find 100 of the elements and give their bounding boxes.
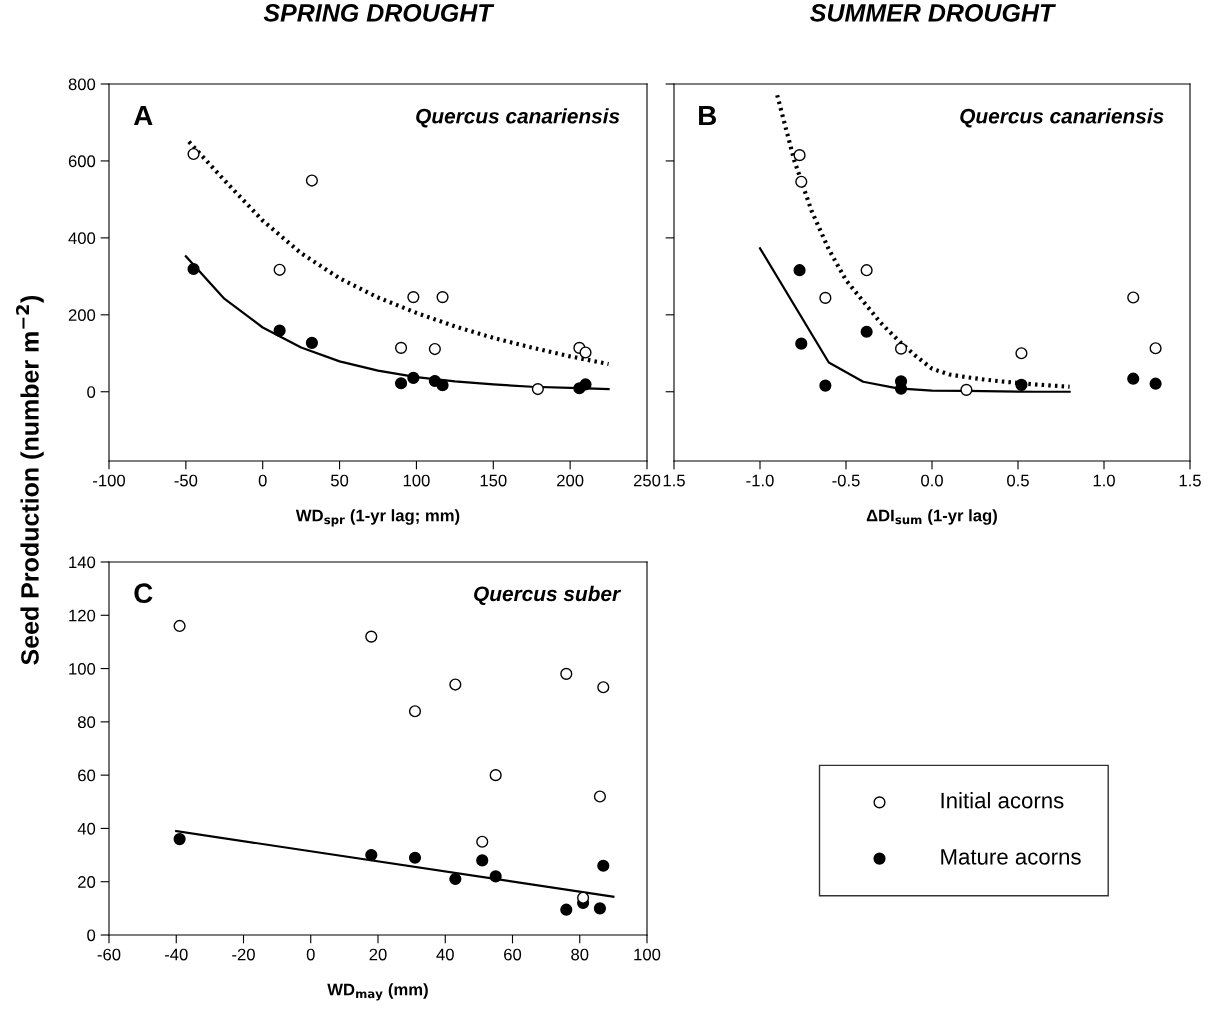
- point: [407, 371, 420, 384]
- x-tick-label: 0: [258, 474, 267, 487]
- x-tick-label: 60: [504, 948, 522, 961]
- x-axis-title: WD$_{may}$ (mm): [327, 983, 428, 1001]
- point: [449, 872, 462, 886]
- point: [593, 790, 606, 803]
- point: [1127, 291, 1140, 304]
- point: [593, 902, 606, 915]
- point: [407, 291, 420, 304]
- point: [428, 342, 441, 356]
- point: [436, 379, 449, 392]
- point: [173, 833, 186, 846]
- point: [273, 324, 286, 337]
- point: [408, 705, 422, 718]
- point: [795, 337, 808, 350]
- point: [597, 681, 610, 694]
- point: [489, 870, 502, 883]
- point: [819, 291, 832, 304]
- line-series: [186, 139, 611, 367]
- point: [394, 341, 408, 354]
- y-tick-label: 0: [87, 386, 96, 398]
- x-tick-label: 50: [330, 474, 349, 487]
- y-axis-title: Seed Production (number m$^{−2}$): [16, 295, 44, 665]
- text: Initial acorns: [941, 792, 1064, 809]
- y-tick-label: 60: [78, 769, 96, 782]
- point: [579, 378, 592, 391]
- point: [436, 291, 449, 304]
- y-tick-label: 600: [68, 155, 96, 168]
- x-tick-label: 80: [571, 948, 589, 961]
- point: [273, 263, 286, 276]
- point: [187, 262, 200, 276]
- x-tick-label: -60: [97, 948, 121, 961]
- point: [819, 379, 832, 392]
- point: [173, 619, 186, 633]
- x-tick-label: -0.5: [832, 474, 860, 487]
- point: [793, 264, 806, 277]
- x-axis-title: ΔDI$_{sum}$ (1-yr lag): [866, 509, 997, 525]
- x-tick-label: 100: [403, 474, 430, 487]
- x-tick-label: 40: [436, 948, 454, 961]
- x-tick-label: -50: [174, 474, 198, 487]
- y-tick-label: 40: [77, 822, 96, 835]
- point: [365, 630, 378, 643]
- x-tick-label: 1.5: [1179, 474, 1201, 487]
- point: [960, 383, 973, 396]
- point: [305, 336, 318, 349]
- y-tick-label: 140: [69, 556, 96, 569]
- x-tick-label: -100: [93, 474, 126, 487]
- annotation: Quercus suber: [474, 585, 622, 606]
- y-tick-label: 800: [68, 78, 96, 91]
- point: [476, 835, 489, 848]
- point: [894, 342, 908, 355]
- point: [577, 891, 590, 904]
- annotation: Quercus canariensis: [960, 108, 1164, 128]
- point: [187, 147, 200, 161]
- point: [1149, 342, 1162, 355]
- point: [560, 667, 573, 680]
- y-tick-label: 400: [68, 232, 96, 245]
- x-tick-label: 0.0: [921, 474, 943, 487]
- x-tick-label: -40: [164, 948, 188, 961]
- point: [305, 174, 318, 187]
- point: [1127, 372, 1140, 385]
- point: [476, 854, 489, 867]
- point: [579, 346, 592, 359]
- chart-title: SUMMER DROUGHT: [810, 4, 1056, 22]
- y-tick-label: 200: [68, 309, 96, 322]
- x-tick-label: -1.0: [746, 474, 774, 487]
- point: [793, 149, 806, 162]
- annotation: B: [699, 106, 717, 126]
- y-tick-label: 0: [87, 929, 96, 942]
- point: [560, 903, 573, 916]
- y-tick-label: 120: [69, 609, 96, 622]
- x-tick-label: 250: [633, 474, 661, 487]
- point: [394, 377, 408, 390]
- point: [531, 382, 544, 396]
- point: [1015, 378, 1028, 391]
- y-tick-label: 100: [69, 662, 96, 675]
- point: [795, 175, 808, 188]
- x-tick-label: 1.5: [663, 474, 685, 487]
- point: [597, 859, 610, 872]
- x-tick-label: 0: [306, 948, 315, 961]
- annotation: A: [133, 106, 153, 126]
- point: [489, 769, 502, 782]
- x-tick-label: 0.5: [1007, 474, 1029, 487]
- point: [1015, 347, 1028, 360]
- y-tick-label: 80: [77, 716, 96, 729]
- text: Mature acorns: [941, 849, 1081, 865]
- chart-title: SPRING DROUGHT: [263, 4, 495, 22]
- y-tick-label: 20: [78, 876, 96, 888]
- point: [449, 678, 462, 691]
- x-tick-label: 1.0: [1093, 474, 1115, 487]
- x-tick-label: 20: [369, 948, 387, 961]
- point: [365, 848, 378, 862]
- point: [1149, 377, 1162, 390]
- point: [408, 851, 422, 864]
- x-tick-label: 200: [557, 474, 584, 487]
- point: [860, 325, 873, 338]
- x-axis-title: WD$_{spr}$ (1-yr lag; mm): [295, 509, 460, 527]
- x-tick-label: 100: [634, 948, 661, 961]
- x-tick-label: 150: [480, 474, 507, 487]
- annotation: C: [134, 583, 153, 604]
